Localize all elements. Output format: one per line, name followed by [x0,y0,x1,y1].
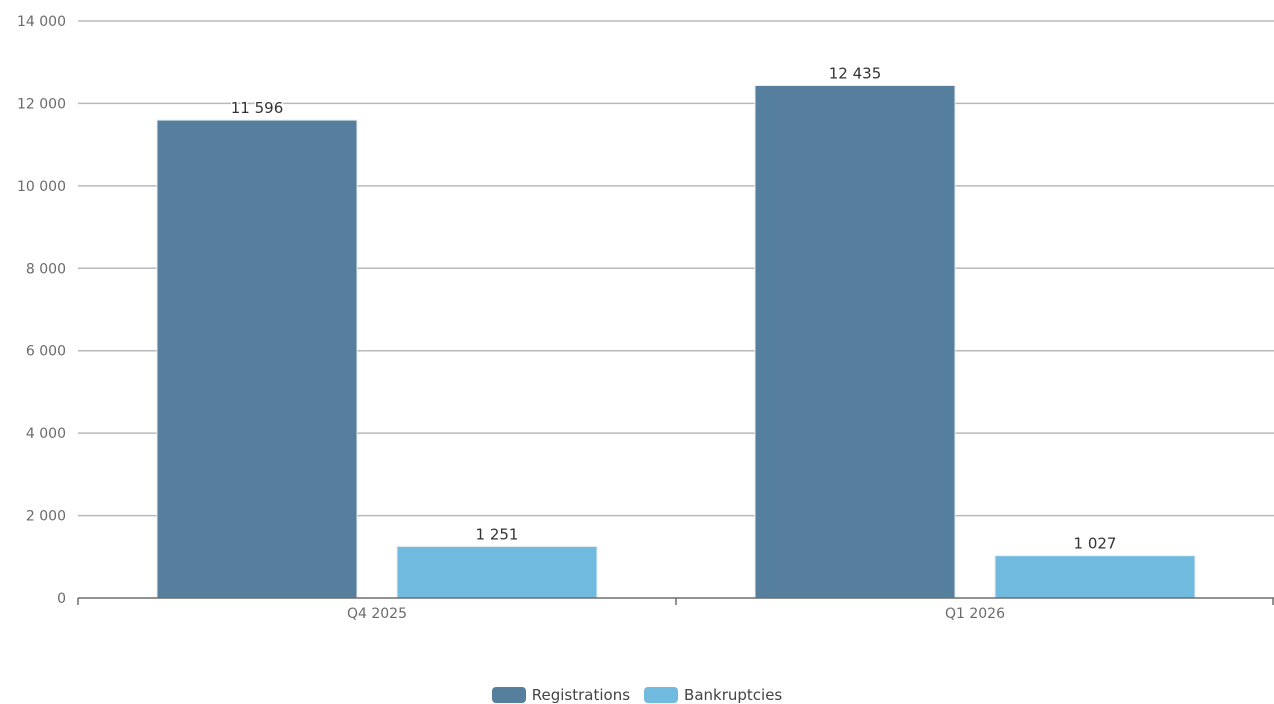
x-tick-label: Q1 2026 [945,606,1005,622]
data-label: 1 027 [1074,535,1117,553]
bar-registrations[interactable] [156,119,358,599]
legend: Registrations Bankruptcies [0,686,1274,704]
y-tick-label: 0 [57,591,66,607]
data-label: 1 251 [476,525,519,543]
legend-swatch-registrations [491,687,526,703]
bar-bankruptcies[interactable] [994,555,1196,599]
legend-item-bankruptcies[interactable]: Bankruptcies [644,686,782,704]
legend-label-bankruptcies: Bankruptcies [684,686,783,704]
y-tick-label: 6 000 [26,344,66,360]
legend-item-registrations[interactable]: Registrations [491,686,631,704]
data-label: 12 435 [829,65,882,83]
y-tick-label: 14 000 [17,14,66,30]
bar-bankruptcies[interactable] [396,545,598,599]
x-tick-label: Q4 2025 [347,606,407,622]
y-tick-label: 10 000 [17,179,66,195]
legend-label-registrations: Registrations [531,686,631,704]
y-tick-label: 8 000 [26,261,66,277]
bar-registrations[interactable] [754,85,956,599]
y-tick-label: 4 000 [26,426,66,442]
legend-swatch-bankruptcies [644,687,679,703]
y-tick-label: 2 000 [26,509,66,525]
y-tick-label: 12 000 [17,96,66,112]
data-label: 11 596 [231,99,284,117]
